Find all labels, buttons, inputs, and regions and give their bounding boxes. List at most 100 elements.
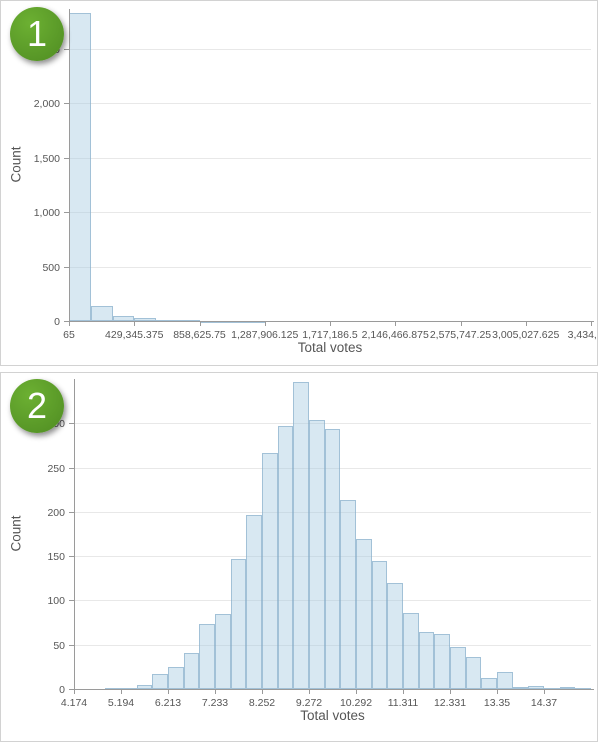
grid-line: [74, 467, 591, 469]
y-tick-label: 200: [47, 506, 65, 519]
histogram-bar[interactable]: [262, 453, 278, 689]
x-tick-mark: [199, 322, 201, 326]
chart-panel-2: 2 Count Total votes 0501001502002503004.…: [0, 372, 598, 742]
y-tick-label: 250: [47, 462, 65, 475]
x-tick-mark: [450, 690, 451, 694]
x-tick-mark: [134, 322, 136, 326]
y-tick-label: 1,500: [33, 152, 60, 165]
histogram-bar[interactable]: [403, 612, 419, 689]
x-tick-label: 4.174: [60, 697, 88, 709]
y-tick-mark: [64, 48, 69, 50]
grid-line: [74, 600, 591, 602]
histogram-bar[interactable]: [309, 419, 325, 689]
x-tick-label: 14.37: [530, 697, 558, 709]
histogram-bar[interactable]: [465, 657, 482, 689]
y-tick-label: 500: [42, 261, 60, 274]
x-tick-mark: [330, 322, 331, 326]
y-tick-mark: [69, 511, 74, 513]
x-tick-mark: [525, 322, 527, 326]
histogram-bar[interactable]: [246, 515, 262, 689]
y-tick-mark: [64, 321, 69, 322]
histogram-bar[interactable]: [183, 652, 200, 689]
histogram-bar[interactable]: [528, 686, 544, 689]
histogram-bar[interactable]: [356, 539, 372, 689]
histogram-bar[interactable]: [324, 429, 341, 689]
y-tick-mark: [64, 212, 69, 213]
histogram-bar[interactable]: [340, 500, 356, 689]
x-tick-mark: [74, 690, 75, 694]
x-axis-line: [74, 689, 594, 690]
y-tick-label: 150: [47, 551, 65, 564]
x-tick-mark: [591, 322, 592, 326]
grid-line: [74, 556, 591, 558]
y-tick-mark: [69, 423, 74, 425]
histogram-bar[interactable]: [90, 306, 113, 321]
grid-line: [69, 103, 591, 104]
y-tick-label: 1,000: [33, 207, 60, 219]
x-tick-mark: [356, 690, 357, 694]
grid-line: [69, 48, 591, 50]
y-tick-mark: [69, 689, 74, 690]
x-tick-mark: [403, 690, 404, 694]
x-tick-label: 3,434,308: [567, 329, 597, 341]
x-tick-label: 8.252: [248, 697, 276, 709]
y-axis-title: Count: [8, 146, 24, 183]
histogram-bar[interactable]: [434, 634, 450, 689]
histogram-bar[interactable]: [450, 647, 466, 689]
histogram-bar[interactable]: [481, 678, 497, 689]
x-tick-mark: [264, 322, 266, 326]
histogram-bar[interactable]: [277, 425, 294, 689]
y-tick-mark: [64, 103, 69, 104]
histogram-bar[interactable]: [134, 318, 156, 321]
histogram-bar[interactable]: [136, 685, 153, 689]
histogram-bar[interactable]: [418, 632, 435, 689]
x-tick-mark: [215, 690, 216, 694]
grid-line: [69, 266, 591, 268]
histogram-bar[interactable]: [559, 687, 576, 690]
histogram-bar[interactable]: [512, 687, 529, 690]
y-tick-mark: [69, 600, 74, 602]
x-tick-label: 2,146,466.875: [361, 329, 429, 341]
x-tick-label: 65: [63, 329, 75, 341]
chart-panel-1: 1 Count Total votes 0 500 1,000 1,500 2,000 2…: [0, 0, 598, 366]
x-tick-label: 12.331: [433, 697, 467, 709]
x-tick-label: 11.311: [387, 697, 419, 709]
y-tick-mark: [69, 556, 74, 558]
y-tick-label: 0: [54, 316, 60, 328]
y-tick-mark: [69, 644, 74, 646]
y-tick-mark: [69, 467, 74, 469]
x-tick-label: 1,287,906.125: [231, 329, 299, 341]
histogram-bar[interactable]: [69, 12, 91, 321]
x-tick-label: 858,625.75: [173, 329, 226, 341]
histogram-bar[interactable]: [230, 558, 247, 689]
x-tick-mark: [460, 322, 462, 326]
y-tick-label: 2,000: [33, 98, 60, 110]
x-tick-mark: [395, 322, 397, 326]
grid-line: [69, 157, 591, 159]
x-tick-label: 6.213: [154, 697, 182, 709]
histogram-bar[interactable]: [497, 672, 513, 689]
x-tick-mark: [69, 322, 70, 326]
step-2-badge: 2: [10, 379, 64, 433]
histogram-bar[interactable]: [371, 560, 388, 689]
histogram-bar[interactable]: [152, 673, 168, 689]
x-axis-title: Total votes: [297, 340, 363, 355]
x-tick-mark: [121, 690, 122, 694]
y-tick-label: 0: [59, 684, 65, 696]
x-axis-title: Total votes: [300, 708, 365, 723]
histogram-bar[interactable]: [112, 315, 135, 321]
x-axis-line: [69, 321, 594, 322]
histogram-bar[interactable]: [293, 382, 309, 689]
grid-line: [74, 644, 591, 646]
x-tick-label: 5.194: [107, 697, 135, 709]
x-tick-label: 3,005,027.625: [492, 329, 560, 341]
histogram-bar[interactable]: [387, 582, 403, 689]
x-tick-mark: [497, 690, 498, 694]
histogram-bar[interactable]: [215, 613, 231, 689]
y-tick-label: 100: [47, 595, 65, 608]
grid-line: [69, 212, 591, 213]
histogram-bar[interactable]: [199, 624, 215, 689]
histogram-bar[interactable]: [168, 666, 184, 689]
x-tick-label: 9.272: [295, 697, 323, 709]
